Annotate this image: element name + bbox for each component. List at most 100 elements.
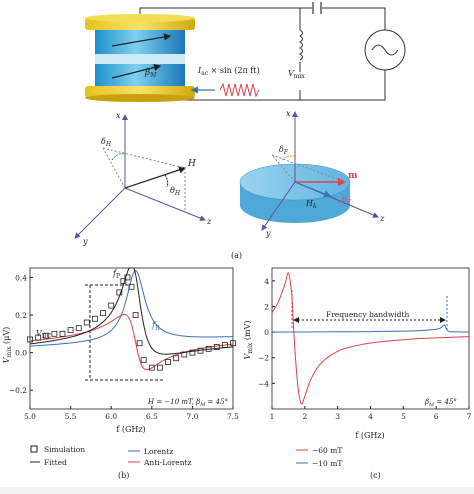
capacitor-icon [312,2,322,14]
delta-arc [281,155,296,161]
delta-F-label: δF [279,145,289,156]
rf-wave-icon [219,82,260,98]
panel-c-chart: 1 2 3 4 5 6 7 −4 −2 0 2 4 Frequency bandwidth βM = … [243,267,472,480]
simulation-point [148,364,155,371]
simulation-point [128,283,135,290]
panel-c-label: (c) [370,471,381,480]
projection-line [102,147,186,169]
simulation-point [197,347,204,354]
inductor-icon [299,29,303,61]
vmix-label: Vmix [288,69,305,80]
simulation-point [189,349,196,356]
legend-simulation-marker [30,445,38,453]
fp-annotation: fP [112,269,120,280]
y-tick-label: 0.2 [15,311,27,320]
simulation-point [108,302,115,309]
simulation-point [205,345,212,352]
y-tick-label: 0.0 [15,349,27,358]
x-tick-label: 3 [335,412,340,421]
projection-line [271,154,296,183]
panel-c-legend: −60 mT −10 mT [296,446,342,468]
panel-b-label: (b) [118,471,129,480]
series-60mT-line [271,272,470,405]
y-tick-label: −4 [258,379,269,388]
legend-10mT: −10 mT [312,459,342,468]
right-axis-y: y [265,229,271,238]
simulation-point [35,334,42,341]
panel-b-xlabel: f (GHz) [116,425,145,434]
theta-arc [164,174,169,188]
simulation-point [140,357,147,364]
legend-anti-lorentz: Anti-Lorentz [143,458,192,467]
x-tick-label: 6 [434,412,439,421]
simulation-point [51,330,58,337]
y-tick-label: −2 [258,354,269,363]
simulation-point [43,332,50,339]
left-coordinate-system [74,114,206,239]
delta-H-label: δH [101,137,112,148]
simulation-point [124,274,131,281]
Hk-label: Hk [305,199,317,210]
y-tick-label: 0 [264,328,269,337]
simulation-point [165,359,171,365]
fr-annotation: fR [151,321,160,332]
x-tick-label: 2 [302,412,307,421]
legend-simulation: Simulation [44,445,85,454]
simulation-point [92,315,98,322]
svg-text:βM: βM [144,68,157,79]
panel-a-label: (a) [231,251,242,260]
simulation-point [75,325,82,332]
x-tick-label: 7.5 [227,412,239,421]
simulation-point [157,364,163,371]
theta-H-label: θH [170,186,181,197]
delta-arc [111,153,127,161]
simulation-point [221,342,228,348]
simulation-point [100,310,106,317]
theta-F-label: θF [342,195,352,206]
x-tick-label: 7 [467,412,472,421]
left-axis-y: y [82,237,88,246]
simulation-point [120,278,127,285]
legend-60mT: −60 mT [312,446,342,455]
condition-annotation: H = −10 mT, βM = 45° [147,398,228,408]
simulation-point [116,289,123,296]
simulation-point [213,344,220,350]
simulation-point [27,336,33,343]
field-H-label: H [187,159,196,169]
ac-source-icon [364,29,406,71]
panel-b-legend: Simulation Fitted Lorentz Anti-Lorentz [30,445,192,467]
y-tick-label: 2 [264,302,269,311]
m-label: m [348,171,358,181]
x-tick-label: 4 [368,412,373,421]
current-label: Iac × sin (2π ft) [197,66,260,77]
lorentz-curve [30,270,233,347]
simulation-point [181,351,188,358]
panel-b-ylabel: Vmix (μV) [2,327,13,364]
beta-annotation: βM = 45° [424,398,457,408]
projection-line [271,154,346,183]
panel-c-ylabel: Vmix (mV) [243,321,254,360]
x-tick-label: 5.0 [24,412,36,421]
panel-a: βM Iac × sin (2π ft) Vmix x z y H δH θH [74,2,406,260]
panel-b-chart: 5.0 5.5 6.0 6.5 7.0 7.5 −0.2 0.0 0.2 0.4 VDC fP f… [2,267,239,480]
simulation-point [173,355,180,362]
x-tick-label: 6.5 [146,412,158,421]
y-tick-label: 4 [264,277,269,286]
simulation-point [136,340,143,347]
fitted-curve [29,267,233,355]
x-tick-label: 6.0 [105,412,117,421]
left-axis-z: z [206,217,212,226]
legend-fitted: Fitted [44,458,67,467]
mtj-device: βM [85,14,195,102]
bandwidth-label-bg [322,309,404,319]
x-tick-label: 1 [270,412,275,421]
bandwidth-annotation: Frequency bandwidth [326,310,409,319]
x-tick-label: 5 [401,412,406,421]
panel-c-xlabel: f (GHz) [355,431,384,440]
caption-strip [0,487,474,494]
right-axis-z: z [379,214,385,223]
simulation-point [59,330,66,337]
simulation-point [230,340,236,347]
left-axis-x: x [116,111,121,120]
